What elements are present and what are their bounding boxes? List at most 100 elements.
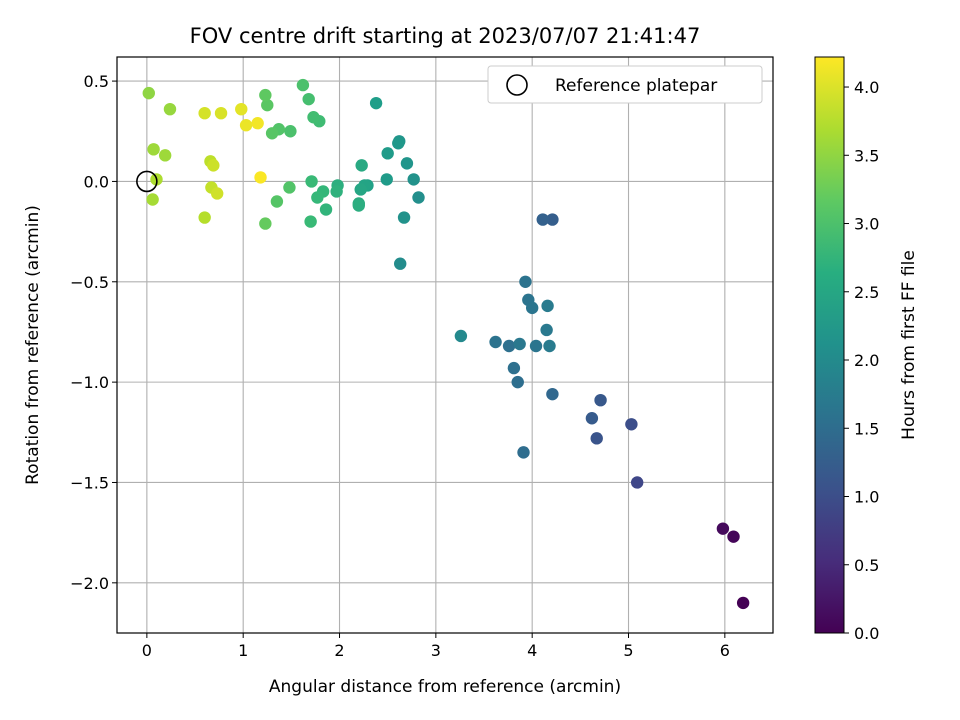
data-point — [146, 193, 159, 206]
data-point — [369, 96, 383, 110]
data-point — [352, 199, 365, 212]
data-point — [541, 299, 554, 313]
data-point — [394, 257, 407, 270]
data-point — [454, 329, 468, 343]
data-point — [355, 159, 368, 172]
data-point — [142, 86, 155, 100]
data-point — [163, 102, 177, 116]
data-point — [546, 213, 559, 226]
data-point — [284, 125, 297, 138]
colorbar-tick-label: 0.5 — [854, 556, 879, 575]
data-point — [511, 375, 524, 389]
data-point — [381, 147, 394, 160]
colorbar — [814, 56, 845, 634]
data-point — [407, 173, 420, 186]
data-point — [259, 217, 272, 230]
colorbar-ticks: 0.0 0.5 1.0 1.5 2.0 2.5 3.0 3.5 4.0 — [844, 78, 879, 643]
x-tick-label: 2 — [334, 641, 344, 660]
data-point — [625, 418, 638, 431]
x-tick-label: 3 — [431, 641, 441, 660]
data-point — [489, 335, 502, 349]
y-tick-label: −2.0 — [70, 574, 109, 593]
data-point — [502, 339, 516, 353]
data-point — [305, 175, 318, 188]
data-point — [392, 137, 405, 150]
grid-lines — [117, 57, 773, 633]
data-point — [265, 127, 279, 140]
data-point — [304, 215, 317, 228]
data-point — [543, 339, 556, 353]
y-axis-ticks: −2.0 −1.5 −1.0 −0.5 0.0 0.5 — [70, 72, 117, 593]
reference-marker — [136, 170, 158, 193]
data-point — [330, 185, 343, 198]
data-point — [536, 213, 549, 226]
colorbar-tick-label: 3.5 — [854, 146, 879, 165]
legend-marker-icon — [506, 74, 528, 96]
data-point — [254, 171, 267, 184]
chart-title: FOV centre drift starting at 2023/07/07 … — [190, 24, 701, 48]
data-point — [198, 106, 211, 120]
x-axis-ticks: 0 1 2 3 4 5 6 — [142, 633, 730, 660]
data-point — [251, 117, 264, 130]
legend-label: Reference platepar — [555, 76, 717, 96]
y-axis-label: Rotation from reference (arcmin) — [23, 205, 43, 485]
data-point — [261, 98, 274, 112]
x-tick-label: 0 — [142, 641, 152, 660]
x-tick-label: 4 — [527, 641, 537, 660]
colorbar-tick-label: 2.5 — [854, 283, 879, 302]
data-point — [259, 88, 272, 102]
x-axis-label: Angular distance from reference (arcmin) — [269, 677, 621, 697]
data-point — [546, 387, 559, 401]
colorbar-tick-label: 2.0 — [854, 351, 879, 370]
data-point — [239, 119, 253, 132]
y-tick-label: 0.0 — [84, 172, 109, 191]
plot-frame — [116, 56, 774, 634]
colorbar-tick-label: 4.0 — [854, 78, 879, 97]
data-point — [507, 361, 521, 375]
legend-box: Reference platepar — [487, 65, 763, 104]
x-tick-label: 5 — [623, 641, 633, 660]
data-point — [397, 211, 411, 224]
data-point — [296, 78, 310, 92]
data-point — [540, 323, 553, 337]
data-point — [214, 106, 228, 120]
data-point — [630, 476, 644, 489]
data-point — [235, 102, 248, 116]
colorbar-tick-label: 3.0 — [854, 215, 879, 234]
y-tick-label: −0.5 — [70, 273, 109, 292]
data-point — [525, 301, 539, 315]
data-point — [727, 530, 740, 543]
data-point — [198, 211, 211, 224]
data-point — [519, 275, 532, 288]
reference-platepar-marker — [136, 170, 158, 193]
data-point — [590, 432, 603, 445]
data-point — [594, 393, 607, 407]
data-point — [400, 157, 414, 170]
x-tick-label: 1 — [238, 641, 248, 660]
y-tick-label: 0.5 — [84, 72, 109, 91]
colorbar-tick-label: 1.0 — [854, 488, 879, 507]
x-tick-label: 6 — [720, 641, 730, 660]
data-point — [716, 522, 730, 535]
y-tick-label: −1.0 — [70, 373, 109, 392]
data-point — [311, 191, 324, 204]
colorbar-tick-label: 0.0 — [854, 624, 879, 643]
data-point — [302, 92, 315, 106]
data-point — [319, 203, 333, 216]
data-point — [270, 195, 284, 208]
data-point — [207, 159, 220, 172]
colorbar-label: Hours from first FF file — [899, 250, 919, 440]
colorbar-tick-label: 1.5 — [854, 419, 879, 438]
data-point — [380, 173, 393, 186]
data-point — [210, 187, 224, 200]
data-point — [354, 183, 367, 196]
data-point — [529, 339, 543, 353]
data-point — [147, 143, 160, 156]
data-point — [513, 337, 526, 351]
data-point — [158, 149, 172, 162]
data-point — [736, 596, 750, 610]
data-point — [307, 111, 320, 124]
data-point — [585, 412, 599, 425]
scatter-points — [142, 78, 750, 610]
data-point — [283, 181, 296, 194]
